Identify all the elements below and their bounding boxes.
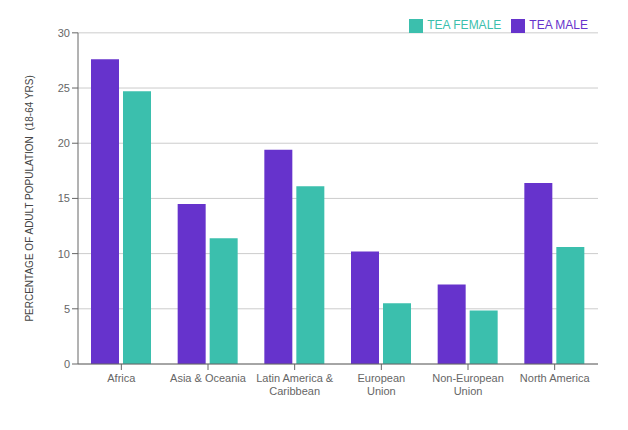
svg-text:Asia & Oceania: Asia & Oceania (170, 372, 247, 384)
svg-text:30: 30 (58, 27, 70, 39)
svg-text:5: 5 (64, 303, 70, 315)
svg-text:Africa: Africa (107, 372, 136, 384)
svg-text:EuropeanUnion: EuropeanUnion (357, 372, 405, 397)
svg-text:Latin America &Caribbean: Latin America &Caribbean (256, 372, 334, 397)
html-text:TEA MALE: TEA MALE (529, 18, 588, 32)
svg-text:20: 20 (58, 137, 70, 149)
svg-text:North America: North America (520, 372, 591, 384)
svg-text:0: 0 (64, 358, 70, 370)
svg-text:Non-EuropeanUnion: Non-EuropeanUnion (432, 372, 504, 397)
svg-text:10: 10 (58, 248, 70, 260)
html-text:TEA FEMALE: TEA FEMALE (427, 18, 502, 32)
svg-text:PERCENTAGE OF ADULT POPULATION: PERCENTAGE OF ADULT POPULATION (18-64 YR… (25, 75, 36, 321)
svg-text:25: 25 (58, 82, 70, 94)
svg-text:15: 15 (58, 192, 70, 204)
